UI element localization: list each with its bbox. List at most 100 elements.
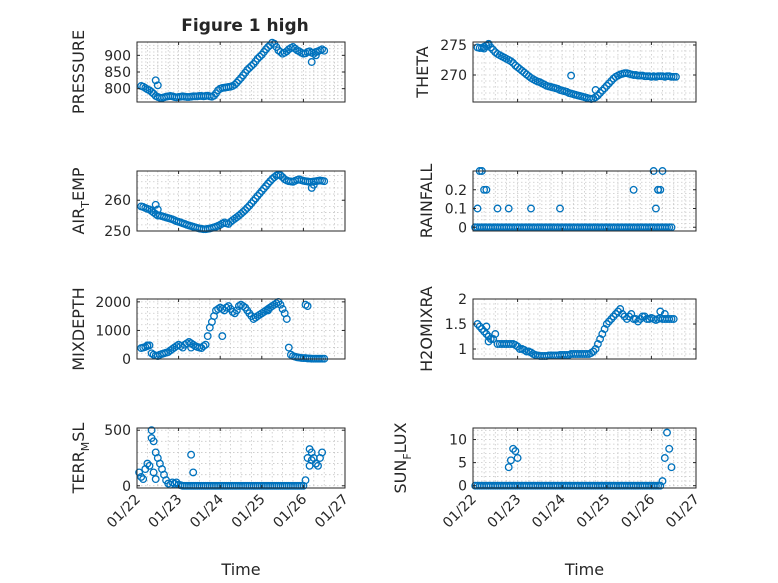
y-axis-label: H2OMIXRA: [417, 286, 436, 372]
y-tick-label: 0.1: [445, 202, 467, 218]
data-point: [651, 204, 660, 213]
data-point: [482, 185, 491, 194]
data-point: [484, 337, 493, 346]
data-point: [654, 185, 663, 194]
y-tick-label: 1.5: [445, 317, 467, 333]
data-point: [509, 444, 518, 453]
data-point: [203, 332, 212, 341]
data-point: [247, 62, 256, 70]
data-point: [658, 477, 667, 486]
data-point: [249, 196, 258, 205]
data-point: [218, 332, 227, 341]
data-point: [614, 307, 622, 316]
data-point: [605, 79, 613, 88]
data-point: [660, 310, 669, 318]
data-point: [239, 207, 248, 216]
data-point: [667, 72, 676, 81]
data-point: [307, 58, 316, 66]
data-point: [278, 305, 287, 313]
data-point: [264, 43, 272, 51]
data-point: [671, 72, 680, 81]
data-point: [607, 77, 616, 85]
data-point: [139, 475, 148, 484]
data-point: [301, 476, 310, 485]
data-point: [320, 46, 329, 55]
y-tick-label: 5: [458, 456, 467, 472]
data-point: [509, 59, 518, 67]
data-point: [239, 302, 248, 311]
data-point: [189, 468, 198, 477]
data-point: [667, 315, 676, 323]
y-axis-label: THETA: [413, 46, 432, 98]
subplot-theta: 270 275 THETA: [413, 38, 697, 103]
data-point: [230, 80, 239, 89]
data-point: [654, 481, 663, 490]
data-point: [589, 347, 598, 356]
data-point: [556, 204, 564, 213]
axes-frame: [472, 170, 697, 232]
data-point: [506, 57, 515, 66]
x-axis-label: Time: [564, 560, 604, 579]
x-axis-label: Time: [220, 560, 260, 579]
axes-frame: [472, 41, 697, 103]
data-point: [147, 349, 156, 358]
data-point: [656, 481, 665, 490]
data-point: [596, 335, 605, 343]
data-point: [222, 303, 231, 312]
data-point: [600, 84, 609, 93]
y-tick-label: 270: [440, 68, 467, 84]
data-point: [511, 447, 520, 456]
data-point: [665, 444, 674, 453]
axes-frame: [472, 427, 697, 489]
data-point: [243, 203, 252, 212]
data-point: [591, 86, 600, 94]
x-tick-label: 01/27: [312, 492, 352, 532]
data-point: [153, 205, 162, 214]
y-tick-label: 250: [104, 224, 131, 240]
data-point: [135, 468, 144, 477]
data-point: [660, 454, 669, 462]
data-point: [582, 350, 591, 358]
axes-frame: [136, 298, 346, 360]
data-point: [513, 454, 522, 462]
data-point: [607, 315, 616, 323]
data-point: [669, 72, 678, 81]
data-point: [600, 325, 609, 333]
y-tick-label: 900: [104, 48, 131, 64]
data-point: [187, 343, 196, 352]
axes-frame: [472, 298, 697, 360]
data-point: [567, 71, 576, 80]
data-point: [284, 343, 293, 352]
y-tick-label: 850: [104, 65, 131, 81]
data-point: [665, 315, 674, 323]
data-point: [276, 300, 285, 309]
x-tick-label: 01/23: [146, 492, 186, 532]
data-point: [232, 78, 241, 87]
data-point: [663, 428, 671, 437]
data-point: [282, 315, 291, 323]
x-tick-label: 01/26: [618, 491, 658, 531]
data-point: [259, 184, 268, 193]
data-point: [151, 200, 160, 209]
data-point: [243, 66, 252, 74]
subplot-mixdepth: 0 1000 2000 MIXDEPTH: [69, 287, 346, 371]
data-point: [602, 81, 611, 90]
data-point: [199, 342, 208, 351]
data-point: [475, 44, 484, 52]
data-point: [486, 335, 495, 343]
data-point: [149, 468, 158, 477]
axes-frame: [136, 427, 346, 489]
y-tick-label: 260: [104, 193, 131, 209]
data-point: [484, 39, 493, 48]
subplot-rainfall: 0 0.1 0.2 RAINFALL: [417, 164, 697, 238]
data-point: [489, 45, 498, 54]
data-point: [504, 204, 513, 213]
data-point: [631, 315, 640, 323]
data-point: [634, 317, 642, 326]
data-point: [232, 306, 241, 315]
data-point: [253, 54, 262, 63]
x-tick-label: 01/27: [663, 492, 703, 532]
data-point: [667, 463, 676, 472]
data-point: [201, 340, 210, 349]
